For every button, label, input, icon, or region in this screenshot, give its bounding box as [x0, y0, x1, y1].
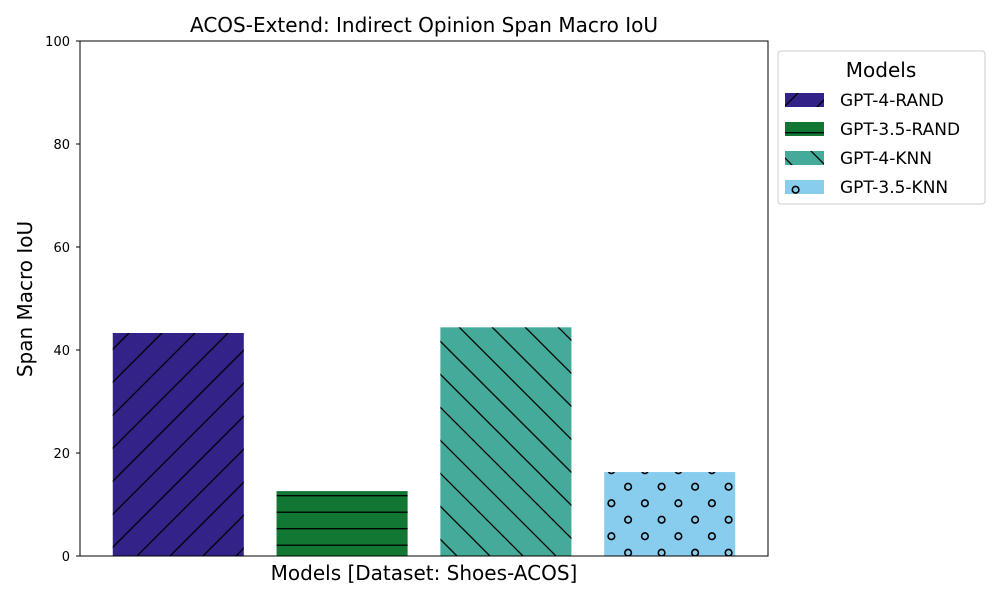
y-tick-label: 80 [53, 138, 70, 153]
legend-label: GPT-4-KNN [840, 149, 932, 169]
legend-items: GPT-4-RAND GPT-3.5-RAND GPT-4-KNN GPT-3.5-K… [785, 91, 960, 198]
x-axis-label: Models [Dataset: Shoes-ACOS] [271, 561, 578, 585]
legend-box [777, 50, 986, 205]
y-tick-label: 0 [62, 550, 70, 565]
legend: Models GPT-4-RANDGPT-3.5-RANDGPT-4-KNNGP… [777, 50, 986, 205]
bar-hatch [276, 491, 408, 556]
legend-title: Models [846, 58, 916, 82]
legend-swatch-hatch [785, 93, 824, 107]
bars-layer [112, 327, 736, 556]
legend-label: GPT-3.5-KNN [840, 178, 948, 198]
y-tick-label: 60 [53, 241, 70, 256]
y-tick-label: 40 [53, 344, 70, 359]
legend-swatch-hatch [785, 151, 824, 165]
y-tick-label: 20 [53, 447, 70, 462]
plot-frame [79, 40, 769, 557]
bar-hatch [604, 472, 736, 556]
y-axis-label: Span Macro IoU [13, 221, 37, 377]
legend-label: GPT-3.5-RAND [840, 120, 960, 140]
legend-swatch-hatch [785, 180, 824, 194]
legend-label: GPT-4-RAND [840, 91, 944, 111]
chart-title: ACOS-Extend: Indirect Opinion Span Macro… [190, 13, 658, 37]
y-tick-label: 100 [45, 35, 70, 50]
bar-hatch [440, 327, 572, 556]
bar-hatch [112, 333, 244, 556]
y-axis: 0 20 40 60 80 100 [45, 35, 80, 565]
legend-swatch-hatch [785, 122, 824, 136]
